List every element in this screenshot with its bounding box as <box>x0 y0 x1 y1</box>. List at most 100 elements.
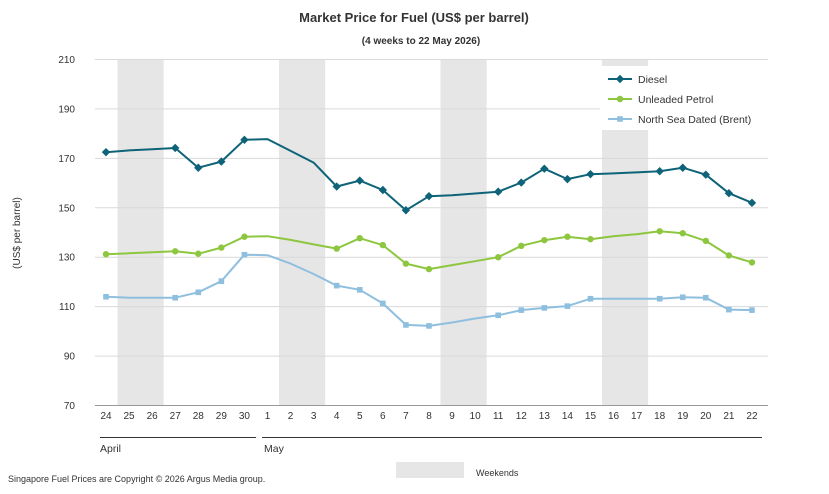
x-tick-22: 22 <box>746 411 758 422</box>
x-tick-25: 25 <box>124 411 136 422</box>
point-3-5 <box>356 287 363 293</box>
y-tick-170: 170 <box>58 154 75 165</box>
series-lines <box>101 135 757 329</box>
x-tick-21: 21 <box>723 411 735 422</box>
point-1-21 <box>724 189 734 198</box>
point-1-8 <box>424 191 434 201</box>
point-2-12 <box>518 242 525 250</box>
x-tick-20: 20 <box>700 411 712 422</box>
weekend-legend-label: Weekends <box>476 468 519 478</box>
point-1-30 <box>240 135 249 145</box>
point-2-24 <box>102 251 110 258</box>
weekend-shading <box>117 59 649 406</box>
legend-marker-1 <box>615 74 625 84</box>
point-3-24 <box>103 293 109 300</box>
x-tick-8: 8 <box>426 411 432 422</box>
point-2-15 <box>587 235 594 243</box>
x-tick-1: 1 <box>265 411 271 422</box>
point-1-11 <box>493 187 503 196</box>
y-tick-150: 150 <box>58 203 75 214</box>
point-3-15 <box>587 295 594 302</box>
weekend-legend-swatch <box>396 462 464 478</box>
weekend-band-3 <box>440 59 487 406</box>
legend: Diesel Unleaded Petrol North Sea Dated (Br… <box>600 66 768 130</box>
x-tick-27: 27 <box>170 411 182 422</box>
weekend-band-1 <box>117 59 164 406</box>
chart-title: Market Price for Fuel (US$ per barrel) <box>299 10 529 25</box>
x-tick-13: 13 <box>539 411 551 422</box>
point-3-14 <box>564 303 571 309</box>
x-tick-19: 19 <box>677 411 689 422</box>
point-1-24 <box>101 147 111 157</box>
point-3-7 <box>403 322 409 328</box>
x-tick-2: 2 <box>288 411 294 422</box>
copyright-text: Singapore Fuel Prices are Copyright © 20… <box>8 474 265 484</box>
point-3-30 <box>241 251 248 258</box>
x-tick-12: 12 <box>516 411 528 422</box>
series-line-3 <box>105 253 753 327</box>
x-tick-29: 29 <box>216 411 228 422</box>
point-2-7 <box>402 260 410 267</box>
x-tick-9: 9 <box>449 411 455 422</box>
point-1-28 <box>194 163 203 172</box>
point-2-21 <box>725 252 733 259</box>
point-2-6 <box>379 241 387 249</box>
x-tick-7: 7 <box>403 411 409 422</box>
x-tick-28: 28 <box>193 411 205 422</box>
point-3-4 <box>333 282 340 289</box>
point-3-6 <box>380 300 386 307</box>
point-2-4 <box>333 245 340 252</box>
point-2-20 <box>702 237 710 245</box>
point-3-11 <box>495 312 501 319</box>
point-2-19 <box>679 230 686 237</box>
series-line-2 <box>105 230 753 271</box>
x-tick-17: 17 <box>631 411 643 422</box>
point-2-18 <box>656 228 663 235</box>
point-3-12 <box>518 307 525 313</box>
x-tick-5: 5 <box>357 411 363 422</box>
legend-marker-3 <box>617 116 623 122</box>
point-3-28 <box>195 289 202 296</box>
point-1-22 <box>747 198 757 208</box>
point-1-29 <box>217 157 226 166</box>
point-2-14 <box>564 233 571 240</box>
point-1-6 <box>378 185 388 195</box>
x-tick-30: 30 <box>239 411 251 422</box>
point-1-13 <box>540 164 549 173</box>
x-tick-24: 24 <box>100 411 112 422</box>
x-tick-4: 4 <box>334 411 340 422</box>
y-tick-70: 70 <box>64 401 76 412</box>
y-tick-110: 110 <box>59 302 75 313</box>
point-2-11 <box>494 254 502 261</box>
point-1-12 <box>517 178 526 187</box>
point-1-4 <box>332 182 341 191</box>
point-3-20 <box>703 294 709 301</box>
point-1-19 <box>678 163 687 172</box>
point-2-30 <box>241 233 248 240</box>
point-2-28 <box>195 250 202 257</box>
series-1 <box>101 135 757 215</box>
point-1-15 <box>586 169 595 179</box>
point-2-29 <box>218 244 225 251</box>
point-3-29 <box>218 278 225 284</box>
point-2-27 <box>172 248 179 255</box>
x-tick-26: 26 <box>147 411 159 422</box>
x-tick-15: 15 <box>585 411 597 422</box>
chart-subtitle: (4 weeks to 22 May 2026) <box>362 36 480 47</box>
point-2-8 <box>425 265 433 273</box>
point-1-27 <box>171 143 180 153</box>
legend-label-3: North Sea Dated (Brent) <box>638 114 751 126</box>
month-label-april: April <box>100 443 121 455</box>
point-2-5 <box>356 234 363 242</box>
y-axis-label: (US$ per barrel) <box>12 197 23 269</box>
point-2-22 <box>748 259 756 266</box>
series-3 <box>103 251 755 329</box>
point-1-5 <box>355 176 364 185</box>
x-tick-3: 3 <box>311 411 317 422</box>
point-3-13 <box>541 305 548 311</box>
point-3-19 <box>679 294 686 301</box>
point-1-14 <box>563 174 572 184</box>
point-1-20 <box>701 170 711 179</box>
x-tick-10: 10 <box>470 411 482 422</box>
